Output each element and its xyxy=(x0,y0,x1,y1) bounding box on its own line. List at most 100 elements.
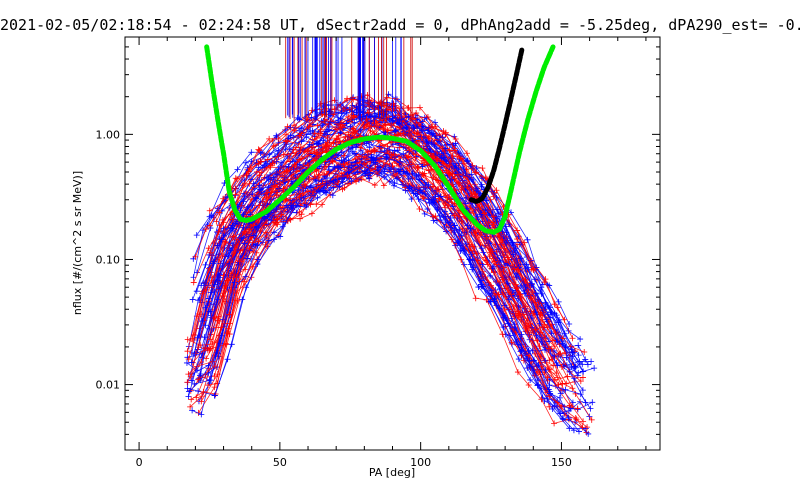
data-point-marker xyxy=(589,399,596,406)
data-point-marker xyxy=(390,117,397,124)
data-point-marker xyxy=(478,245,485,252)
x-tick-label: 50 xyxy=(273,456,287,469)
data-point-marker xyxy=(501,256,508,263)
data-point-marker xyxy=(415,196,422,203)
data-point-marker xyxy=(515,356,522,363)
data-point-marker xyxy=(323,116,330,123)
data-point-marker xyxy=(477,270,484,277)
data-point-marker xyxy=(535,377,542,384)
data-point-marker xyxy=(250,232,257,239)
data-point-marker xyxy=(324,134,331,141)
data-point-marker xyxy=(381,165,388,172)
data-point-marker xyxy=(230,225,237,232)
data-point-marker xyxy=(277,233,284,240)
data-point-marker xyxy=(367,127,374,134)
data-point-marker xyxy=(470,264,477,271)
data-point-marker xyxy=(525,382,532,389)
data-point-marker xyxy=(198,398,205,405)
data-point-marker xyxy=(207,249,214,256)
data-point-marker xyxy=(244,204,251,211)
data-point-marker xyxy=(310,189,317,196)
data-point-marker xyxy=(479,261,486,268)
data-point-marker xyxy=(558,402,565,409)
data-point-marker xyxy=(508,339,515,346)
data-point-marker xyxy=(545,303,552,310)
data-point-marker xyxy=(577,336,584,343)
data-point-marker xyxy=(556,350,563,357)
data-point-marker xyxy=(350,132,357,139)
data-point-marker xyxy=(577,378,584,385)
data-point-marker xyxy=(366,169,373,176)
data-point-marker xyxy=(225,253,232,260)
data-point-marker xyxy=(468,171,475,178)
data-point-marker xyxy=(517,255,524,262)
data-point-marker xyxy=(334,173,341,180)
data-point-marker xyxy=(431,141,438,148)
data-point-marker xyxy=(442,213,449,220)
x-tick-label: 150 xyxy=(551,456,572,469)
data-point-marker xyxy=(577,391,584,398)
data-point-marker xyxy=(298,211,305,218)
data-point-marker xyxy=(338,157,345,164)
data-point-marker xyxy=(207,336,214,343)
data-point-marker xyxy=(303,133,310,140)
data-point-marker xyxy=(215,228,222,235)
data-point-marker xyxy=(314,194,321,201)
data-point-marker xyxy=(348,162,355,169)
data-point-marker xyxy=(246,245,253,252)
data-point-marker xyxy=(421,170,428,177)
data-point-marker xyxy=(308,114,315,121)
data-point-marker xyxy=(257,228,264,235)
data-point-marker xyxy=(572,390,579,397)
data-point-marker xyxy=(588,358,595,365)
data-point-marker xyxy=(193,232,200,239)
data-point-marker xyxy=(335,151,342,158)
data-point-marker xyxy=(201,334,208,341)
data-point-marker xyxy=(273,206,280,213)
data-point-marker xyxy=(545,365,552,372)
data-point-marker xyxy=(241,240,248,247)
data-point-marker xyxy=(522,276,529,283)
data-point-marker xyxy=(211,392,218,399)
data-point-marker xyxy=(350,125,357,132)
data-point-marker xyxy=(286,146,293,153)
data-point-marker xyxy=(256,147,263,154)
data-point-marker xyxy=(575,352,582,359)
data-point-marker xyxy=(270,182,277,189)
data-point-marker xyxy=(208,377,215,384)
data-point-marker xyxy=(581,349,588,356)
data-point-marker xyxy=(264,156,271,163)
data-point-marker xyxy=(579,387,586,394)
data-point-marker xyxy=(511,247,518,254)
data-point-marker xyxy=(522,325,529,332)
data-point-marker xyxy=(582,356,589,363)
data-point-marker xyxy=(188,359,195,366)
data-point-marker xyxy=(566,321,573,328)
x-tick-label: 100 xyxy=(410,456,431,469)
data-point-marker xyxy=(518,331,525,338)
data-point-marker xyxy=(188,377,195,384)
data-point-marker xyxy=(419,127,426,134)
y-tick-label: 0.01 xyxy=(96,379,121,392)
data-point-marker xyxy=(396,159,403,166)
y-axis-label: nflux [#/(cm^2 s sr MeV)] xyxy=(71,171,84,315)
data-point-marker xyxy=(304,148,311,155)
data-point-marker xyxy=(587,405,594,412)
data-point-marker xyxy=(514,369,521,376)
data-point-marker xyxy=(532,276,539,283)
data-point-marker xyxy=(588,416,595,423)
data-point-marker xyxy=(416,104,423,111)
data-point-marker xyxy=(511,324,518,331)
data-point-marker xyxy=(265,184,272,191)
data-point-marker xyxy=(580,418,587,425)
data-point-marker xyxy=(265,237,272,244)
data-point-marker xyxy=(528,280,535,287)
data-point-marker xyxy=(563,412,570,419)
data-point-marker xyxy=(404,104,411,111)
data-point-marker xyxy=(314,151,321,158)
data-point-marker xyxy=(584,361,591,368)
data-point-marker xyxy=(580,368,587,375)
data-point-marker xyxy=(210,260,217,267)
data-point-marker xyxy=(361,160,368,167)
data-point-marker xyxy=(214,242,221,249)
